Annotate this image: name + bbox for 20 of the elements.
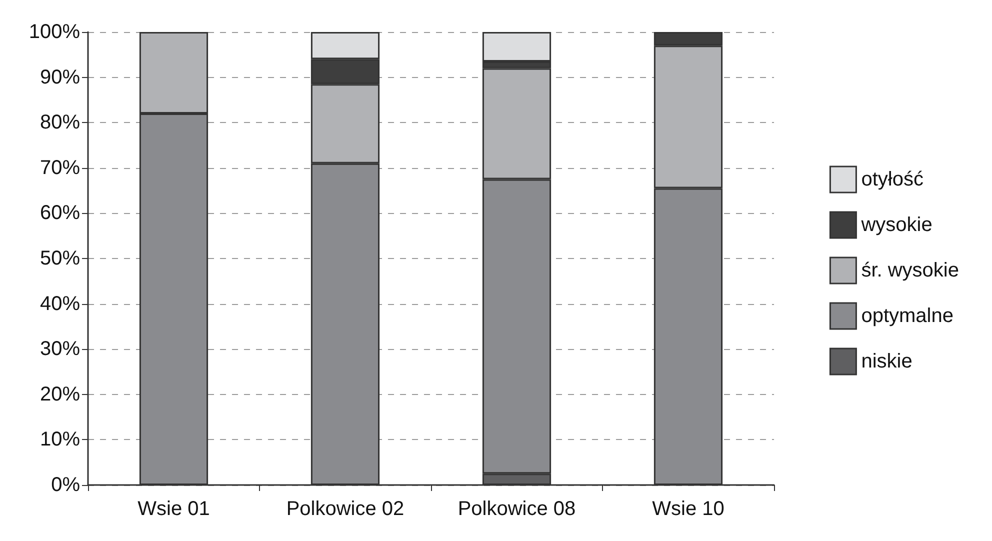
y-tick-label: 20%: [40, 383, 80, 406]
y-tick-label: 70%: [40, 156, 80, 179]
y-tick-label: 60%: [40, 202, 80, 224]
y-tick-label: 10%: [40, 428, 80, 451]
legend-label: optymalne: [861, 305, 954, 327]
x-tick-label: Polkowice 08: [458, 498, 576, 520]
legend-label: wysokie: [860, 214, 932, 236]
y-tick-label: 100%: [28, 21, 80, 43]
y-tick-label: 80%: [40, 112, 80, 134]
x-tick-label: Wsie 01: [138, 498, 210, 520]
y-tick-label: 30%: [40, 338, 80, 360]
legend-label: śr. wysokie: [861, 260, 960, 282]
legend-label: otyłość: [861, 168, 924, 190]
y-tick-label: 90%: [40, 66, 80, 88]
y-tick-label: 0%: [51, 474, 80, 496]
y-tick-label: 50%: [40, 248, 80, 270]
x-tick-label: Polkowice 02: [286, 498, 404, 520]
x-tick-label: Wsie 10: [652, 498, 724, 520]
legend-label: niskie: [861, 350, 912, 372]
y-tick-label: 40%: [40, 292, 80, 315]
